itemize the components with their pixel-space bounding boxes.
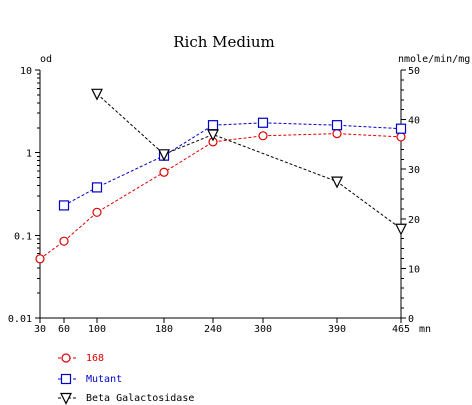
legend-marker bbox=[60, 373, 72, 385]
data-point bbox=[257, 117, 269, 128]
data-point bbox=[331, 120, 343, 131]
x-tick-label: 240 bbox=[204, 324, 222, 335]
x-tick-label: 30 bbox=[34, 324, 46, 335]
series-markers bbox=[35, 88, 407, 264]
data-point bbox=[207, 120, 219, 131]
left-tick-label: 10 bbox=[20, 66, 32, 77]
data-point bbox=[158, 149, 170, 162]
series-line-0 bbox=[39, 133, 402, 260]
x-tick-label: 465 bbox=[392, 324, 410, 335]
right-tick-label: 50 bbox=[408, 66, 420, 77]
data-point bbox=[395, 123, 407, 134]
right-tick-label: 0 bbox=[408, 314, 414, 325]
legend-marker bbox=[60, 392, 72, 405]
x-tick-label: 100 bbox=[88, 324, 106, 335]
data-point bbox=[91, 182, 103, 193]
legend-label: Beta Galactosidase bbox=[86, 393, 194, 404]
legend-marker bbox=[61, 353, 71, 363]
x-tick-label: 300 bbox=[254, 324, 272, 335]
right-tick-label: 10 bbox=[408, 264, 420, 275]
data-point bbox=[207, 129, 219, 142]
axis-ticks: 30 60 100 180 240 300 390 4651010.10.0150403020… bbox=[8, 66, 420, 335]
chart-title: Rich Medium bbox=[173, 33, 274, 51]
data-point bbox=[58, 200, 70, 211]
data-point bbox=[331, 176, 343, 189]
data-point bbox=[395, 223, 407, 236]
data-point bbox=[159, 167, 169, 177]
left-axis-label: od bbox=[40, 54, 52, 65]
data-point bbox=[91, 88, 103, 101]
left-tick-label: 0.1 bbox=[14, 231, 32, 242]
data-point bbox=[35, 254, 45, 264]
series-line-2 bbox=[96, 93, 402, 230]
x-tick-label: 60 bbox=[58, 324, 70, 335]
right-tick-label: 30 bbox=[408, 165, 420, 176]
data-point bbox=[92, 207, 102, 217]
legend-label: Mutant bbox=[86, 374, 122, 385]
data-point bbox=[258, 131, 268, 141]
x-tick-label: 180 bbox=[155, 324, 173, 335]
legend: 168 Mutant Beta Galactosidase bbox=[58, 353, 194, 405]
data-point bbox=[396, 132, 406, 142]
series-line-1 bbox=[63, 122, 402, 206]
legend-label: 168 bbox=[86, 353, 104, 364]
data-point bbox=[59, 236, 69, 246]
x-axis-unit-label: mn bbox=[419, 324, 431, 335]
x-tick-label: 390 bbox=[328, 324, 346, 335]
right-tick-label: 20 bbox=[408, 215, 420, 226]
data-point bbox=[332, 129, 342, 139]
left-tick-label: 0.01 bbox=[8, 314, 32, 325]
right-tick-label: 40 bbox=[408, 116, 420, 127]
series-lines bbox=[39, 93, 402, 260]
left-tick-label: 1 bbox=[26, 149, 32, 160]
right-axis-label: nmole/min/mg bbox=[398, 54, 470, 65]
